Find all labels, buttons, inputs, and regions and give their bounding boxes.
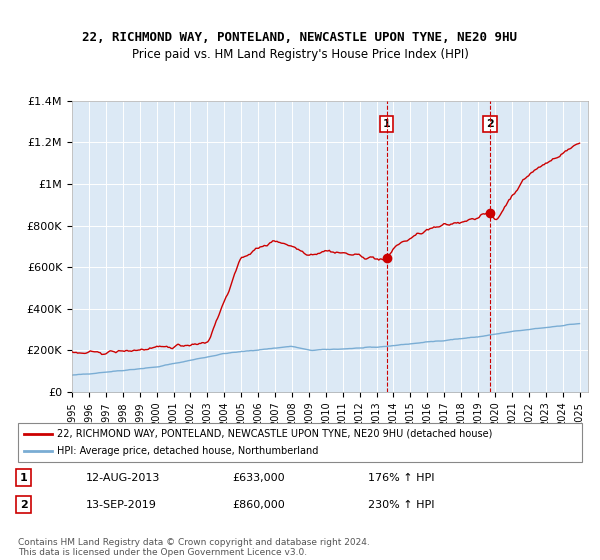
Text: 12-AUG-2013: 12-AUG-2013 (86, 473, 160, 483)
Text: HPI: Average price, detached house, Northumberland: HPI: Average price, detached house, Nort… (58, 446, 319, 456)
Text: 1: 1 (20, 473, 28, 483)
Text: Contains HM Land Registry data © Crown copyright and database right 2024.
This d: Contains HM Land Registry data © Crown c… (18, 538, 370, 557)
Text: 22, RICHMOND WAY, PONTELAND, NEWCASTLE UPON TYNE, NE20 9HU (detached house): 22, RICHMOND WAY, PONTELAND, NEWCASTLE U… (58, 429, 493, 439)
Text: £860,000: £860,000 (232, 500, 285, 510)
FancyBboxPatch shape (18, 423, 582, 462)
Text: 176% ↑ HPI: 176% ↑ HPI (368, 473, 434, 483)
Text: Price paid vs. HM Land Registry's House Price Index (HPI): Price paid vs. HM Land Registry's House … (131, 48, 469, 60)
Text: 13-SEP-2019: 13-SEP-2019 (86, 500, 157, 510)
Text: 2: 2 (486, 119, 494, 129)
Text: 1: 1 (383, 119, 391, 129)
Text: 22, RICHMOND WAY, PONTELAND, NEWCASTLE UPON TYNE, NE20 9HU: 22, RICHMOND WAY, PONTELAND, NEWCASTLE U… (83, 31, 517, 44)
Text: £633,000: £633,000 (232, 473, 285, 483)
Text: 2: 2 (20, 500, 28, 510)
Text: 230% ↑ HPI: 230% ↑ HPI (368, 500, 434, 510)
